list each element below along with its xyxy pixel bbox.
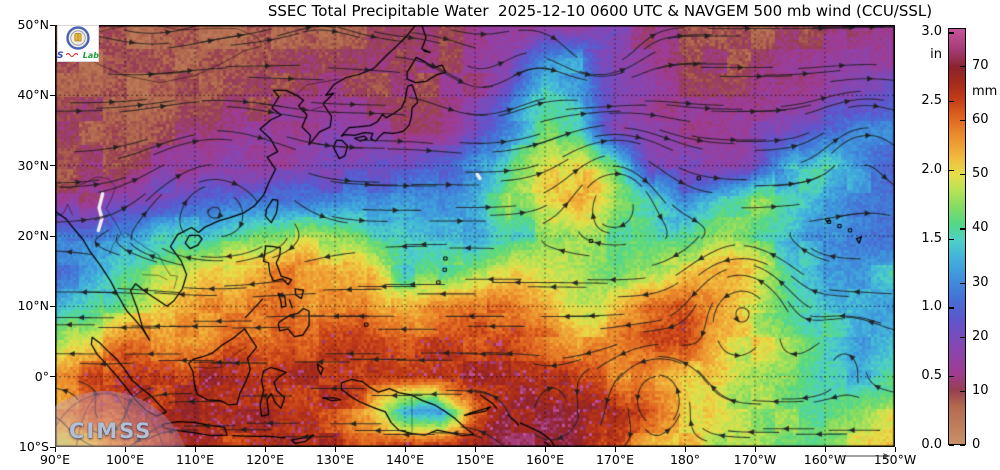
lon-tick-mark	[334, 447, 336, 452]
colorbar-tick-mm: 40	[972, 220, 989, 236]
lat-tick-label: 40°N	[17, 87, 49, 103]
lab-logo-seal	[66, 26, 90, 50]
lat-tick-label: 50°N	[17, 17, 49, 32]
colorbar-tickmark-mm	[960, 336, 965, 338]
lat-tick-mark	[50, 305, 55, 307]
colorbar-tickmark-mm	[960, 174, 965, 176]
colorbar-tick-in: 1.5	[921, 230, 942, 246]
colorbar-tick-mm: 20	[972, 328, 989, 344]
colorbar-tickmark-mm	[960, 65, 965, 68]
lon-tick-mark	[124, 447, 126, 452]
colorbar-tick-mm: 30	[972, 274, 989, 290]
lon-tick-label: 140°E	[385, 452, 424, 467]
colorbar-tick-in: 1.0	[921, 299, 942, 315]
colorbar-tickmark-mm	[960, 228, 965, 230]
lon-tick-mark	[404, 447, 406, 452]
lon-tick-mark	[54, 447, 56, 452]
lat-tick-label: 20°N	[17, 228, 49, 243]
map-canvas	[55, 25, 895, 447]
lat-tick-mark	[50, 446, 55, 448]
colorbar-tickmark-in	[949, 169, 954, 172]
colorbar-tick-in: 0.0	[921, 437, 942, 452]
colorbar-tick-mm: 10	[972, 382, 989, 398]
colorbar-tick-in: 2.0	[921, 161, 942, 177]
plot-title: SSEC Total Precipitable Water 2025-12-10…	[267, 2, 933, 20]
map-area: CIMSS S Lab	[55, 25, 895, 447]
lon-tick-label: 90°E	[39, 452, 71, 467]
colorbar-tickmark-mm	[960, 390, 965, 393]
lon-tick-label: 100°E	[105, 452, 144, 467]
lat-tick-label: 10°N	[17, 298, 49, 314]
lon-tick-mark	[264, 447, 266, 452]
lat-tick-mark	[50, 376, 55, 378]
lat-tick-mark	[50, 94, 55, 96]
lat-tick-mark	[50, 165, 55, 167]
colorbar-tick-in: 2.5	[921, 93, 942, 109]
lab-logo-initial: S	[57, 51, 64, 61]
colorbar-unit-inches: in	[930, 47, 942, 62]
colorbar-tickmark-mm	[960, 445, 965, 447]
lon-tick-mark	[194, 447, 196, 452]
lon-tick-label: 170°E	[595, 452, 634, 467]
lon-tick-mark	[754, 447, 756, 452]
lon-tick-label: 180°	[669, 452, 701, 467]
colorbar-gradient	[948, 28, 966, 445]
lon-tick-mark	[824, 447, 826, 452]
colorbar-tickmark-mm	[960, 120, 965, 122]
lon-tick-label: 170°W	[733, 452, 777, 467]
colorbar-tick-in: 0.5	[921, 368, 942, 384]
colorbar-tick-mm: 60	[972, 112, 989, 128]
lon-tick-label: 160°W	[803, 452, 847, 467]
colorbar-unit-mm: mm	[972, 84, 998, 99]
colorbar-tickmark-in	[949, 445, 954, 447]
ccu-ssl-lab-logo: S Lab	[57, 25, 99, 62]
stray-streamline-arrow	[842, 453, 890, 459]
colorbar-tick-mm: 50	[972, 166, 989, 182]
colorbar-tickmark-in	[949, 32, 954, 34]
lon-tick-mark	[894, 447, 896, 452]
lab-logo-text: S Lab	[57, 50, 99, 61]
lon-tick-label: 120°E	[245, 452, 284, 467]
colorbar-tickmark-in	[949, 238, 954, 240]
lon-tick-label: 110°E	[175, 452, 214, 467]
lab-logo-squiggle	[66, 53, 79, 57]
lat-tick-label: 10°S	[18, 439, 49, 454]
lab-logo-word: Lab	[82, 51, 99, 60]
lat-tick-label: 0°	[34, 368, 49, 384]
cimss-watermark-text: CIMSS	[69, 419, 153, 443]
lat-tick-mark	[50, 24, 55, 26]
colorbar-tick-mm: 0	[972, 437, 981, 452]
lon-tick-mark	[474, 447, 476, 452]
colorbar-tick-mm: 70	[972, 57, 989, 73]
lon-tick-mark	[684, 447, 686, 452]
colorbar-tickmark-in	[949, 376, 954, 378]
colorbar-tickmark-in	[949, 101, 954, 103]
lat-tick-label: 30°N	[17, 157, 49, 173]
lon-tick-label: 160°E	[525, 452, 564, 467]
colorbar-tickmark-in	[949, 307, 954, 309]
colorbar-tick-in: 3.0	[921, 24, 942, 40]
colorbar-tickmark-mm	[960, 282, 965, 284]
lon-tick-label: 130°E	[315, 452, 354, 467]
lat-tick-mark	[50, 235, 55, 237]
lon-tick-mark	[614, 447, 616, 452]
lon-tick-label: 150°E	[455, 452, 494, 467]
lon-tick-mark	[544, 447, 546, 452]
